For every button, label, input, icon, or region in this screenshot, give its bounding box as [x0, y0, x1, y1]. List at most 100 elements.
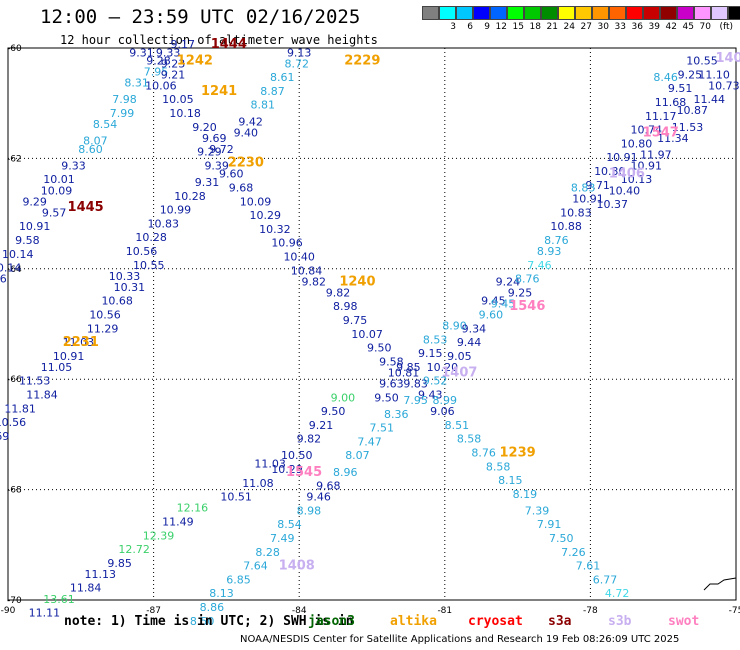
pass-time-label: 2230: [228, 156, 264, 171]
wave-height-point: 8.98: [297, 504, 322, 517]
legend-label: 36: [631, 22, 643, 32]
wave-height-point: 7.64: [243, 560, 268, 573]
credit-text: NOAA/NESDIS Center for Satellite Applica…: [240, 634, 680, 645]
wave-height-point: 4.72: [605, 587, 630, 600]
wave-height-point: 9.25: [508, 286, 533, 299]
note-text: note: 1) Time is in UTC; 2) SWH is in: [64, 614, 354, 629]
wave-height-point: 8.07: [345, 449, 370, 462]
wave-height-point: 7.49: [270, 532, 295, 545]
wave-height-point: 10.40: [283, 251, 315, 264]
latitude-tick-label: -70: [7, 596, 22, 606]
wave-height-point: 10.87: [677, 104, 709, 117]
wave-height-point: 11.97: [640, 148, 672, 161]
wave-height-point: 10.29: [249, 209, 281, 222]
wave-height-point: 9.50: [367, 342, 392, 355]
wave-height-point: 10.33: [109, 270, 141, 283]
legend-swatch: [490, 6, 507, 20]
wave-height-point: 10.91: [53, 350, 85, 363]
legend-label: 39: [648, 22, 660, 32]
legend-label: 42: [665, 22, 677, 32]
wave-height-point: 11.03: [63, 336, 95, 349]
wave-height-point: 9.29: [197, 146, 222, 159]
wave-height-point: 10.06: [145, 79, 177, 92]
latitude-tick-label: -64: [7, 265, 22, 275]
wave-height-point: 10.28: [174, 190, 206, 203]
pass-time-label: 2231: [63, 335, 99, 350]
latitude-tick-label: -62: [7, 154, 22, 164]
wave-height-point: 9.50: [321, 405, 346, 418]
wave-height-point: 10.14: [0, 262, 21, 275]
wave-height-point: 9.15: [418, 347, 443, 360]
legend-swatch: [728, 6, 740, 20]
wave-height-point: 11.05: [41, 361, 73, 374]
wave-height-point: 9.28: [146, 55, 171, 68]
wave-height-point: 8.96: [333, 466, 358, 479]
legend-swatch: [524, 6, 541, 20]
wave-height-point: 10.84: [291, 264, 323, 277]
legend-label: 21: [546, 22, 558, 32]
wave-height-point: 9.05: [447, 350, 472, 363]
wave-height-point: 11.49: [162, 515, 194, 528]
pass-time-label: 1545: [286, 465, 322, 480]
wave-height-point: 10.83: [560, 206, 592, 219]
pass-time-label: 1408: [279, 559, 315, 574]
legend-swatch: [643, 6, 660, 20]
wave-height-point: 10.80: [621, 137, 653, 150]
wave-height-point: 8.98: [333, 300, 358, 313]
wave-height-point: 10.99: [160, 204, 192, 217]
wave-height-point: 8.61: [270, 71, 295, 84]
legend-label: 45: [682, 22, 694, 32]
wave-height-point: 8.76: [544, 234, 569, 247]
wave-height-point: 11.84: [70, 582, 102, 595]
legend-swatch: [626, 6, 643, 20]
wave-height-point: 7.95: [144, 66, 169, 79]
wave-height-point: 11.13: [84, 568, 116, 581]
wave-height-point: 8.50: [190, 615, 215, 628]
pass-time-label: 2229: [344, 54, 380, 69]
satellite-label: swot: [668, 614, 700, 629]
wave-height-point: 8.93: [537, 245, 562, 258]
wave-height-point: 10.37: [596, 198, 628, 211]
legend-swatch: [609, 6, 626, 20]
wave-height-point: 11.53: [672, 121, 704, 134]
legend-swatch: [439, 6, 456, 20]
wave-height-point: 10.91: [630, 159, 662, 172]
longitude-tick-label: -75: [729, 606, 740, 616]
wave-height-point: 9.33: [61, 159, 86, 172]
wave-height-point: 9.45: [491, 297, 516, 310]
wave-height-point: 8.58: [486, 460, 511, 473]
wave-height-point: 8.54: [277, 518, 302, 531]
wave-height-point: 9.50: [374, 391, 399, 404]
longitude-tick-label: -78: [583, 606, 598, 616]
wave-height-point: 7.26: [561, 546, 586, 559]
pass-time-label: 1240: [339, 274, 375, 289]
wave-height-point: 10.81: [388, 366, 420, 379]
wave-height-point: 10.68: [101, 295, 133, 308]
wave-height-point: 10.55: [133, 259, 165, 272]
pass-time-label: 1405: [715, 51, 740, 66]
wave-height-point: 10.32: [259, 223, 291, 236]
wave-height-point: 8.54: [93, 118, 118, 131]
wave-height-point: 9.85: [396, 361, 421, 374]
wave-height-point: 9.58: [15, 234, 40, 247]
legend-label: 18: [529, 22, 541, 32]
wave-height-point: 9.57: [42, 206, 67, 219]
wave-height-point: 9.82: [297, 433, 322, 446]
pass-time-label: 1546: [509, 299, 545, 314]
wave-height-point: 9.20: [192, 121, 217, 134]
wave-height-point: 8.76: [471, 446, 496, 459]
legend-swatch: [677, 6, 694, 20]
legend-label: 70: [699, 22, 711, 32]
wave-height-point: 9.33: [156, 46, 181, 59]
legend-swatch: [507, 6, 524, 20]
legend-label: 6: [467, 22, 473, 32]
wave-height-point: 8.19: [513, 488, 538, 501]
wave-height-point: 8.99: [433, 394, 458, 407]
wave-height-point: 10.91: [606, 151, 638, 164]
wave-height-point: 9.23: [161, 57, 186, 70]
legend-label: 27: [580, 22, 592, 32]
legend-swatch: [456, 6, 473, 20]
wave-height-point: 10.07: [351, 328, 383, 341]
pass-time-label: 1406: [609, 167, 645, 182]
